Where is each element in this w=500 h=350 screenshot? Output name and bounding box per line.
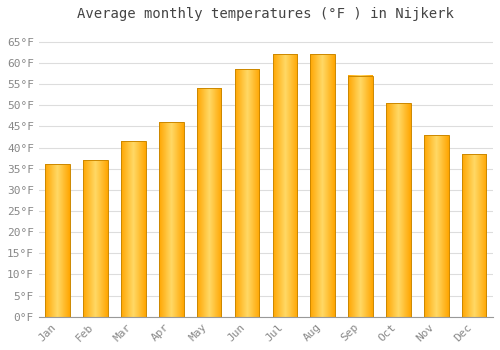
Bar [386,103,410,317]
Bar [121,141,146,317]
Title: Average monthly temperatures (°F ) in Nijkerk: Average monthly temperatures (°F ) in Ni… [78,7,454,21]
Bar [424,135,448,317]
Bar [234,69,260,317]
Bar [272,55,297,317]
Bar [348,76,373,317]
Bar [310,55,335,317]
Bar [159,122,184,317]
Bar [46,164,70,317]
Bar [462,154,486,317]
Bar [84,160,108,317]
Bar [197,88,222,317]
